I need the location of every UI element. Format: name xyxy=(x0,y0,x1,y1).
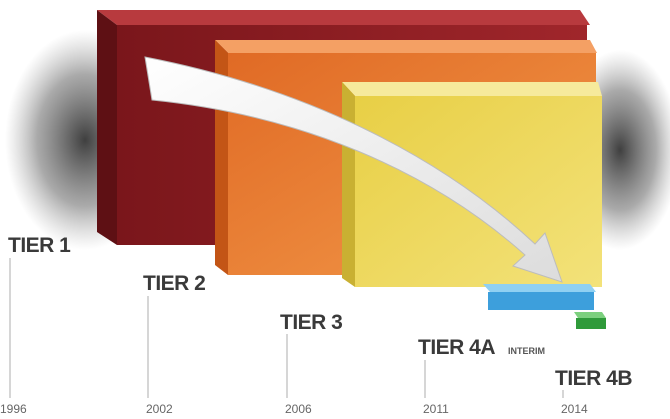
year-label: 2002 xyxy=(146,402,173,416)
block-top xyxy=(342,82,602,96)
block-tier-4a xyxy=(488,292,594,310)
block-tier-3 xyxy=(355,96,602,287)
infographic: TIER 1 TIER 2 TIER 3 TIER 4A INTERIM TIE… xyxy=(0,0,670,419)
tier-label: TIER 3 xyxy=(280,311,342,334)
tier-label: TIER 2 xyxy=(143,272,205,295)
year-label: 2011 xyxy=(423,402,449,416)
block-side xyxy=(97,10,117,245)
block-tier-4b xyxy=(576,318,606,329)
block-top xyxy=(97,10,590,25)
block-top xyxy=(483,284,596,292)
tier-label: TIER 4A xyxy=(418,336,495,359)
year-label: 1996 xyxy=(0,402,27,416)
block-top xyxy=(574,312,606,318)
tier-note: INTERIM xyxy=(508,346,545,356)
tier-label: TIER 1 xyxy=(8,234,71,257)
tier-label: TIER 4B xyxy=(555,367,632,390)
block-side xyxy=(342,82,355,287)
year-label: 2014 xyxy=(561,402,588,416)
year-label: 2006 xyxy=(285,402,312,416)
block-top xyxy=(215,40,597,53)
